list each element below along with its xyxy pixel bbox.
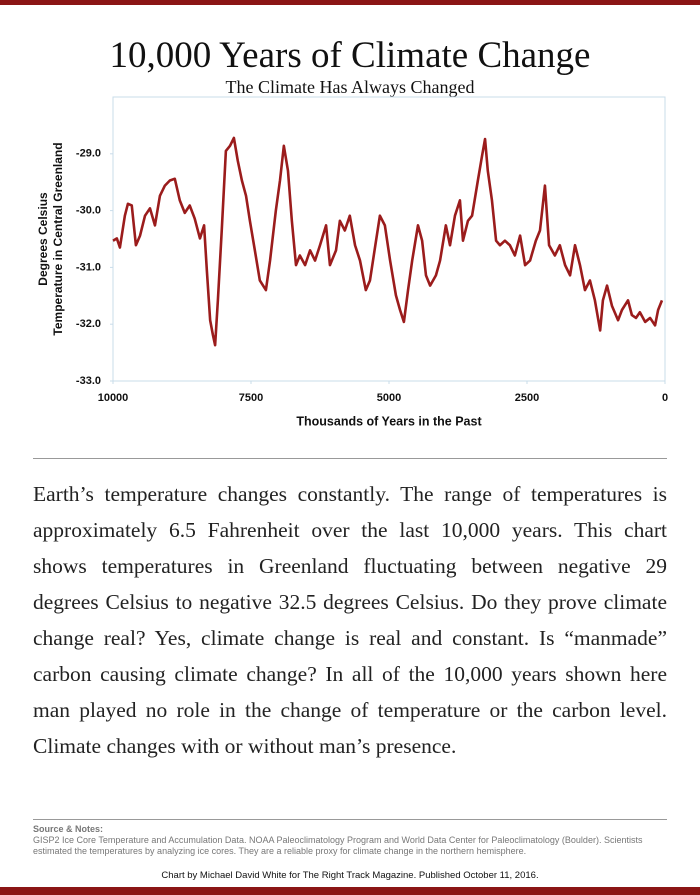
y-tick-label: -30.0 xyxy=(76,205,101,217)
chart-subtitle: The Climate Has Always Changed xyxy=(225,77,475,97)
x-tick-label: 10000 xyxy=(98,392,129,404)
y-tick-label: -33.0 xyxy=(76,375,101,387)
divider xyxy=(33,458,667,459)
y-tick-label: -29.0 xyxy=(76,148,101,160)
y-tick-label: -31.0 xyxy=(76,261,101,273)
x-tick-label: 0 xyxy=(662,392,668,404)
footer: Chart by Michael David White for The Rig… xyxy=(161,870,539,881)
y-axis-label: Temperature in Central Greenland xyxy=(51,142,65,335)
plot-area xyxy=(112,96,666,382)
top-bar xyxy=(0,0,700,5)
x-tick-label: 5000 xyxy=(377,392,401,404)
source-text: GISP2 Ice Core Temperature and Accumulat… xyxy=(33,835,643,856)
chart: Degrees Celsius Temperature in Central G… xyxy=(36,96,668,428)
divider xyxy=(33,819,667,820)
y-axis-label: Degrees Celsius xyxy=(36,192,50,286)
y-tick-label: -32.0 xyxy=(76,318,101,330)
source-heading: Source & Notes: xyxy=(33,824,104,834)
x-tick-label: 2500 xyxy=(515,392,539,404)
line-series xyxy=(112,136,664,347)
body-text: Earth’s temperature changes constantly. … xyxy=(33,482,667,758)
bottom-bar xyxy=(0,887,700,895)
chart-title: 10,000 Years of Climate Change xyxy=(109,35,591,76)
x-tick-label: 7500 xyxy=(239,392,263,404)
x-axis-label: Thousands of Years in the Past xyxy=(296,414,482,428)
